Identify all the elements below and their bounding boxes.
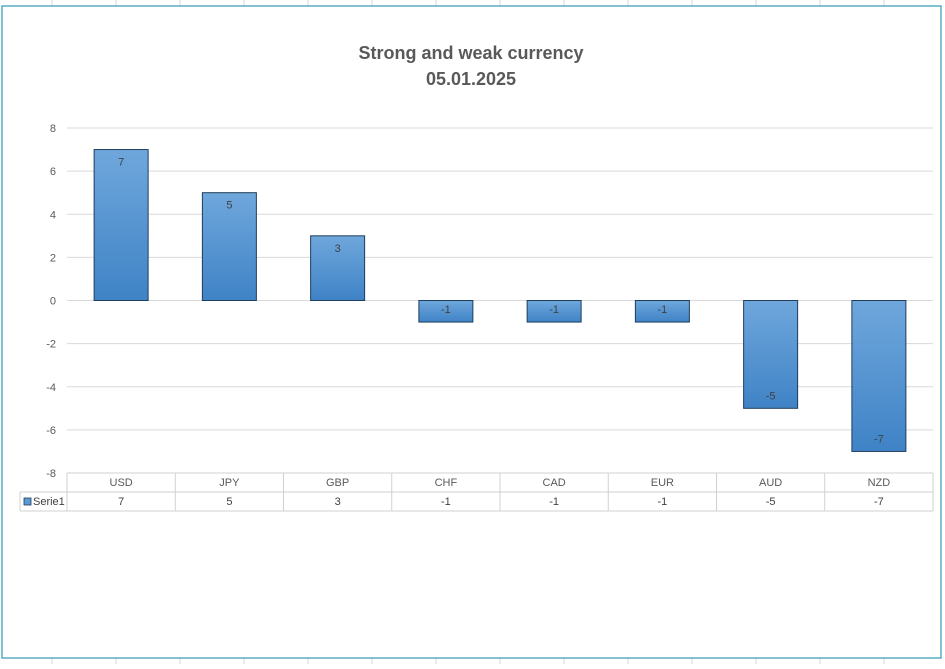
chart-subtitle: 05.01.2025 xyxy=(426,69,516,89)
chart-title: Strong and weak currency xyxy=(358,43,583,63)
legend-key xyxy=(23,497,32,506)
y-tick-label: 0 xyxy=(50,296,56,308)
table-value: 5 xyxy=(226,496,232,508)
y-tick-label: -4 xyxy=(46,382,56,394)
category-label: CAD xyxy=(543,477,566,489)
data-label: 5 xyxy=(226,200,232,212)
y-tick-label: 6 xyxy=(50,166,56,178)
legend-label: Serie1 xyxy=(33,496,65,508)
data-label: -1 xyxy=(549,304,559,316)
category-label: USD xyxy=(110,477,133,489)
y-tick-label: 4 xyxy=(50,209,56,221)
bar xyxy=(310,235,366,301)
bar xyxy=(93,149,149,301)
bar xyxy=(634,300,690,323)
category-label: JPY xyxy=(219,477,240,489)
category-label: CHF xyxy=(435,477,458,489)
table-value: -5 xyxy=(766,496,776,508)
table-value: -1 xyxy=(657,496,667,508)
table-value: 7 xyxy=(118,496,124,508)
bar-series xyxy=(93,149,907,452)
category-label: AUD xyxy=(759,477,782,489)
bar xyxy=(526,300,582,323)
category-label: NZD xyxy=(868,477,891,489)
table-value: -7 xyxy=(874,496,884,508)
bar xyxy=(418,300,474,323)
y-tick-label: 8 xyxy=(50,123,56,135)
y-axis-ticks: 8 6 4 2 0 -2 -4 -6 -8 xyxy=(46,123,56,480)
data-label: 3 xyxy=(335,243,341,255)
bar xyxy=(201,192,257,301)
y-tick-label: 2 xyxy=(50,252,56,264)
y-tick-label: -2 xyxy=(46,339,56,351)
table-value: -1 xyxy=(441,496,451,508)
chart-frame xyxy=(1,5,942,659)
data-label: -1 xyxy=(441,304,451,316)
category-label: EUR xyxy=(651,477,674,489)
table-value: 3 xyxy=(335,496,341,508)
y-tick-label: -8 xyxy=(46,468,56,480)
data-label: -5 xyxy=(766,390,776,402)
data-label: -1 xyxy=(657,304,667,316)
data-label: 7 xyxy=(118,157,124,169)
sheet-gridlines xyxy=(51,0,885,664)
data-table: USD 7 JPY 5 GBP 3 CHF -1 CAD -1 EUR -1 AUD -5 NZD -7 Ser… xyxy=(19,472,934,512)
data-label: -7 xyxy=(874,433,884,445)
category-label: GBP xyxy=(326,477,349,489)
y-tick-label: -6 xyxy=(46,425,56,437)
bar xyxy=(743,300,799,409)
table-value: -1 xyxy=(549,496,559,508)
data-labels: 7 5 3 -1 -1 -1 -5 -7 xyxy=(118,157,884,446)
bar xyxy=(851,300,907,452)
